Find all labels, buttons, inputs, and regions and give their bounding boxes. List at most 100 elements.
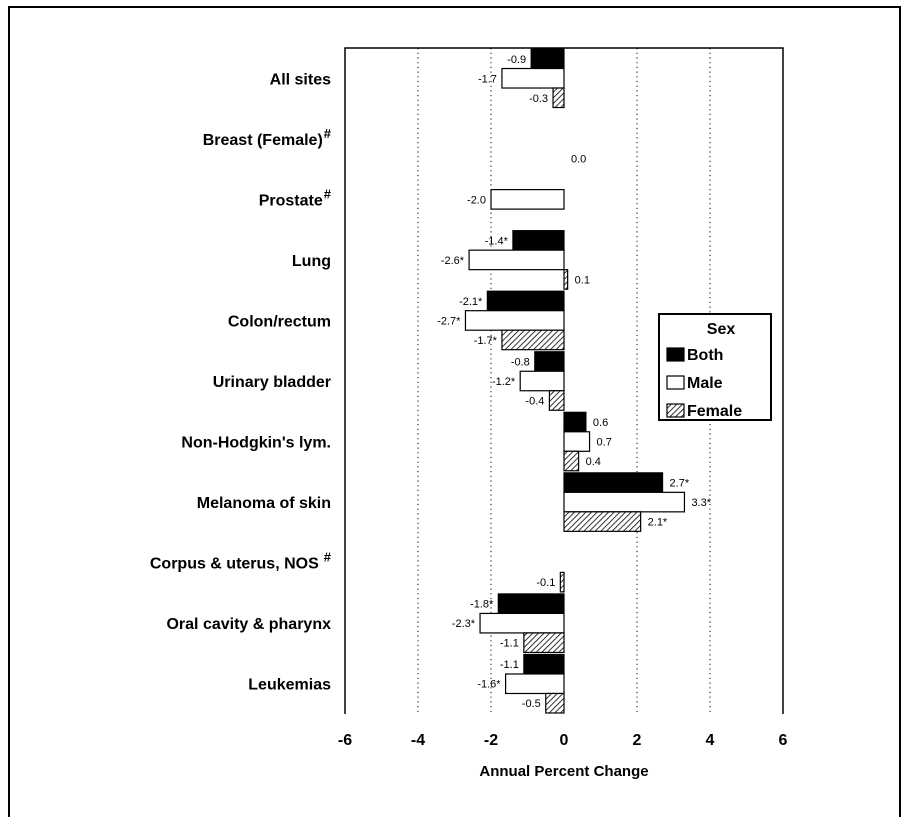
gridlines [417, 48, 711, 714]
x-tick-label: -4 [411, 732, 425, 749]
bar-both [534, 351, 565, 372]
category-name: Melanoma of skin [197, 495, 331, 512]
legend-label: Female [687, 403, 742, 420]
legend-swatch-male [666, 375, 685, 390]
legend-label: Male [687, 375, 723, 392]
category-label: All sites [270, 71, 331, 88]
plot-area [344, 47, 784, 714]
value-label: -2.1* [459, 296, 483, 308]
bar-female [501, 329, 565, 351]
value-label: -0.5 [522, 698, 541, 710]
value-label: -1.8* [470, 599, 494, 611]
category-note: # [324, 550, 332, 565]
category-name: Colon/rectum [228, 313, 331, 330]
bar-both [530, 48, 565, 70]
category-name: Lung [292, 253, 331, 270]
value-label: -1.4* [485, 235, 509, 247]
value-label: 2.1* [648, 517, 668, 529]
value-label: -1.7* [474, 335, 498, 347]
value-label: 2.7* [670, 478, 690, 490]
value-label: -2.6* [441, 255, 465, 267]
plot-border [344, 47, 784, 714]
value-labels: -0.9 -1.7 -0.3 0.0 -2.0 -1.4* -2.6* 0.1 -2.1* -2.… [437, 54, 712, 710]
value-label: 0.1 [575, 274, 590, 286]
category-name: Non-Hodgkin's lym. [181, 435, 331, 452]
value-label: -2.7* [437, 315, 461, 327]
category-label: Melanoma of skin [197, 495, 331, 512]
value-label: -1.1 [500, 659, 519, 671]
value-label: -0.1 [536, 577, 555, 589]
x-axis-ticks: -6 -4 -2 0 2 4 6 [338, 732, 788, 749]
chart-frame [8, 6, 901, 817]
category-name: Prostate [259, 192, 323, 209]
value-label: -0.8 [511, 357, 530, 369]
category-note: # [324, 126, 332, 141]
bar-female [563, 269, 569, 290]
bar-both [486, 290, 565, 312]
value-label: -0.4 [525, 396, 544, 408]
bar-both [563, 411, 587, 433]
bar-male [490, 189, 565, 210]
bar-female [523, 632, 565, 654]
category-label: Lung [292, 253, 331, 270]
bar-both [523, 653, 565, 675]
value-label: 0.4 [586, 456, 601, 468]
bar-female [559, 571, 565, 593]
bar-male [519, 370, 565, 392]
category-label: Urinary bladder [213, 374, 331, 391]
category-label: Breast (Female)# [203, 126, 332, 149]
legend-label: Both [687, 347, 723, 364]
value-label: -2.0 [467, 194, 486, 206]
bar-female [545, 692, 565, 714]
legend-swatch-female [666, 403, 685, 418]
category-label: Corpus & uterus, NOS # [150, 550, 332, 573]
x-tick-label: 2 [633, 732, 642, 749]
bar-both [563, 472, 664, 493]
bar-male [505, 673, 565, 695]
bar-male [563, 431, 591, 452]
category-name: Oral cavity & pharynx [166, 616, 331, 633]
bar-both [512, 230, 565, 251]
value-label: -1.7 [478, 73, 497, 85]
bar-female [552, 87, 565, 109]
value-label: -2.3* [452, 618, 476, 630]
category-label: Prostate# [259, 186, 332, 209]
category-note: # [324, 186, 332, 201]
category-label: Leukemias [248, 677, 331, 694]
bar-both [497, 593, 565, 615]
bar-female [563, 511, 642, 532]
value-label: -0.9 [507, 54, 526, 66]
x-tick-label: -6 [338, 732, 352, 749]
x-tick-label: 0 [560, 732, 569, 749]
value-label: -0.3 [529, 93, 548, 105]
value-label: 0.6 [593, 417, 608, 429]
value-label: -1.1 [500, 638, 519, 650]
legend: Sex Both Male Female [658, 313, 772, 421]
bars [464, 48, 686, 714]
legend-title: Sex [707, 321, 736, 338]
value-label: -1.6* [477, 679, 501, 691]
category-name: All sites [270, 71, 331, 88]
bar-female [548, 390, 565, 411]
x-tick-label: 6 [779, 732, 788, 749]
category-name: Breast (Female) [203, 132, 323, 149]
category-label: Oral cavity & pharynx [166, 616, 331, 633]
value-label: 0.7 [597, 437, 612, 449]
bar-male [468, 249, 565, 271]
value-label: 3.3* [691, 497, 711, 509]
legend-box [658, 313, 772, 421]
x-axis-title: Annual Percent Change [479, 763, 648, 780]
category-label: Non-Hodgkin's lym. [181, 435, 331, 452]
category-name: Leukemias [248, 677, 331, 694]
value-label: -1.2* [492, 376, 516, 388]
category-label: Colon/rectum [228, 313, 331, 330]
bar-male [501, 67, 565, 89]
category-name: Urinary bladder [213, 374, 331, 391]
bar-male [464, 310, 565, 331]
category-name: Corpus & uterus, NOS [150, 556, 319, 573]
x-tick-label: -2 [484, 732, 498, 749]
legend-swatch-both [666, 347, 685, 362]
bar-male [563, 491, 686, 513]
